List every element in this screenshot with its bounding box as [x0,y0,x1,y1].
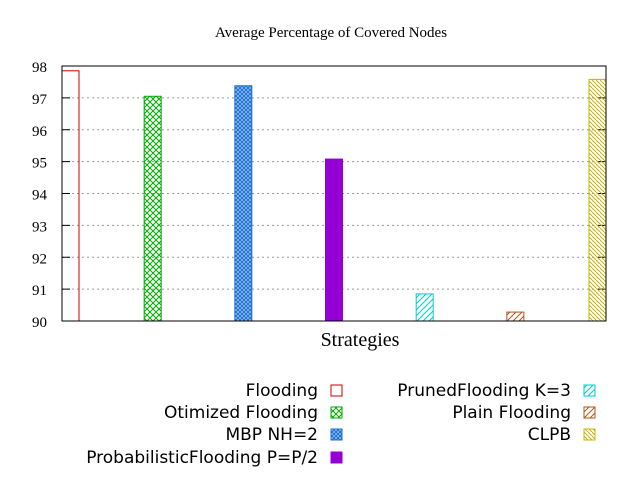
legend-swatch [583,384,596,397]
legend-label: ProbabilisticFlooding P=P/2 [86,448,318,468]
bar-flooding [61,70,80,322]
y-axis-ticks: 90 91 92 93 94 95 96 97 98 [32,60,606,331]
legend-swatch [330,451,343,464]
legend-label: Flooding [246,381,318,401]
y-tick-label: 91 [32,283,47,299]
y-tick-label: 95 [32,156,47,172]
bar-probabilisticflooding-p-p-2 [325,158,343,322]
legend-label: CLPB [528,425,571,445]
legend-swatch [330,384,343,397]
bar-plain-flooding [506,311,525,322]
y-tick-label: 90 [32,315,47,331]
x-axis-label: Strategies [321,329,400,351]
plot-frame [61,65,607,322]
y-tick-label: 97 [32,92,48,108]
y-tick-label: 98 [32,60,47,76]
y-tick-label: 94 [32,188,48,204]
legend-swatch [330,428,343,441]
y-tick-label: 93 [32,219,47,235]
legend-label: Otimized Flooding [164,403,318,423]
legend-label: Plain Flooding [452,403,571,423]
legend-label: PrunedFlooding K=3 [397,381,571,401]
legend-swatch [330,406,343,419]
legend-swatch [583,428,596,441]
bar-prunedflooding-k-3 [415,293,434,322]
y-tick-label: 96 [32,124,48,140]
bar-group [61,70,607,322]
y-tick-label: 92 [32,251,47,267]
bar-clpb [588,78,607,322]
chart-title: Average Percentage of Covered Nodes [215,25,447,41]
legend-swatch [583,406,596,419]
bar-otimized-flooding [143,95,162,322]
legend-label: MBP NH=2 [225,425,318,445]
bar-mbp-nh-2 [234,85,253,322]
